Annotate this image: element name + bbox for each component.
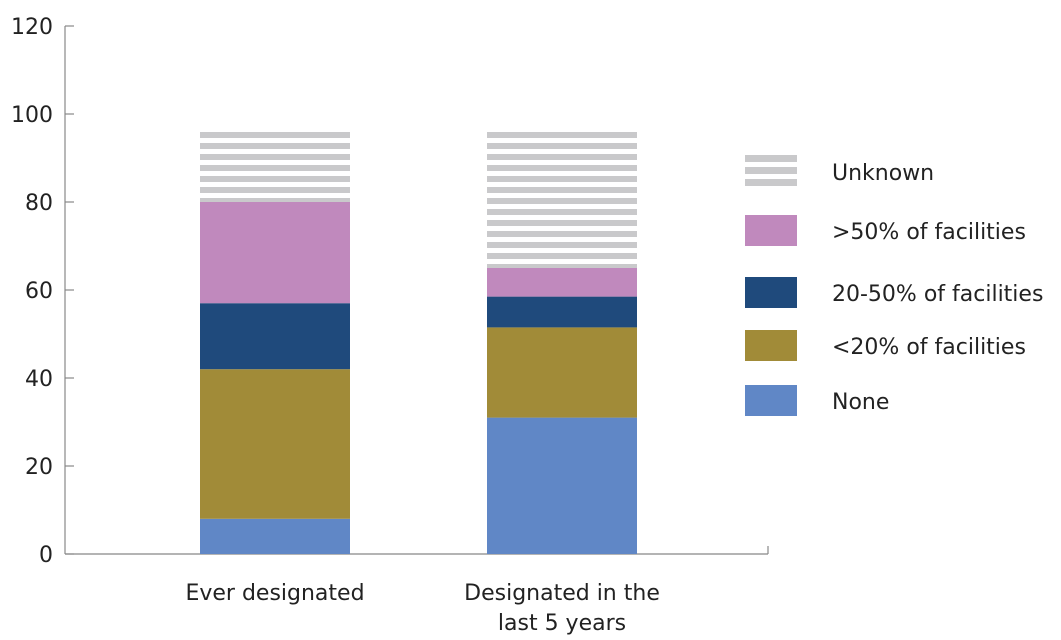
y-ticks: 0 20 40 60 80 100 120 xyxy=(11,15,74,568)
y-tick-label: 20 xyxy=(25,455,53,480)
bar-segment xyxy=(487,268,637,297)
category-labels: Ever designated Designated in the last 5 y… xyxy=(185,581,659,636)
bar-segment xyxy=(200,202,350,304)
bar-segment xyxy=(200,127,350,202)
legend-swatch xyxy=(745,330,797,361)
category-label: Designated in the last 5 years xyxy=(464,581,660,636)
y-tick-label: 0 xyxy=(39,543,53,568)
legend: Unknown >50% of facilities 20-50% of facil… xyxy=(745,155,1043,416)
y-tick-label: 80 xyxy=(25,191,53,216)
bars xyxy=(200,127,637,554)
legend-swatch xyxy=(745,277,797,308)
axes xyxy=(64,26,769,555)
legend-label: None xyxy=(832,390,889,415)
bar-segment xyxy=(487,417,637,554)
legend-swatch xyxy=(745,385,797,416)
bar-segment xyxy=(200,369,350,519)
bar-segment xyxy=(200,518,350,554)
bar-segment xyxy=(487,327,637,418)
y-tick-label: 60 xyxy=(25,279,53,304)
bar-segment xyxy=(487,296,637,328)
legend-label: >50% of facilities xyxy=(832,220,1026,245)
legend-label: 20-50% of facilities xyxy=(832,282,1043,307)
bar-segment xyxy=(487,127,637,268)
legend-stripe xyxy=(745,155,797,162)
legend-stripe xyxy=(745,167,797,174)
y-tick-label: 40 xyxy=(25,367,53,392)
y-tick-label: 100 xyxy=(11,103,53,128)
legend-swatch-unknown xyxy=(745,155,797,186)
bar-segment xyxy=(200,303,350,370)
y-tick-label: 120 xyxy=(11,15,53,40)
category-label: Ever designated xyxy=(185,581,364,606)
legend-stripe xyxy=(745,179,797,186)
legend-swatch xyxy=(745,215,797,246)
legend-label: <20% of facilities xyxy=(832,335,1026,360)
legend-label: Unknown xyxy=(832,161,934,186)
